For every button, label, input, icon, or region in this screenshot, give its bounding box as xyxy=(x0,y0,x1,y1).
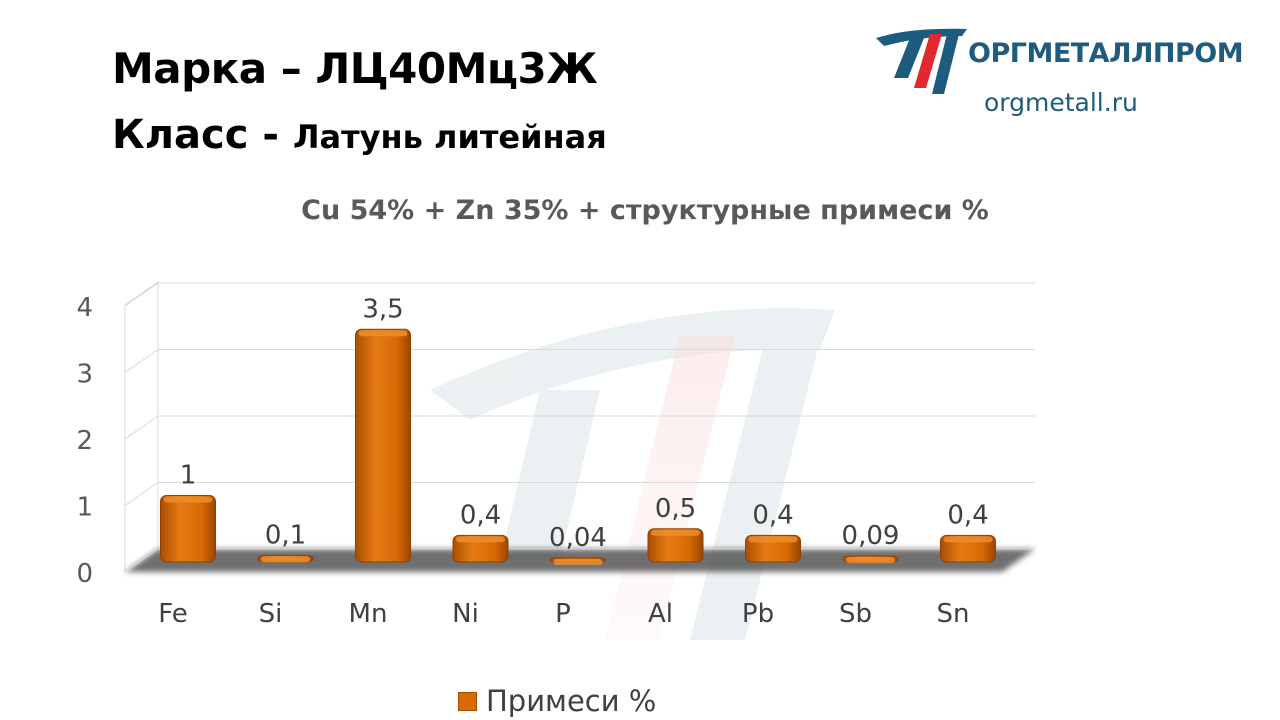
bar-top-ni xyxy=(456,536,505,543)
x-tick-label: Si xyxy=(259,599,283,629)
bar-top-sb xyxy=(846,557,895,564)
data-label-ni: 0,4 xyxy=(460,500,501,530)
x-tick-label: Sb xyxy=(839,599,872,629)
y-tick-label: 2 xyxy=(76,426,93,456)
bar-top-mn xyxy=(358,330,408,337)
bar-top-si xyxy=(261,556,310,563)
bar-chart: 0 1 2 3 4 1 0,1 3,5 0,4 0,04 0,5 0,4 0,09 0,4 Fe Si Mn… xyxy=(76,281,1035,640)
legend-label: Примеси % xyxy=(486,684,657,718)
grade-value: ЛЦ40Мц3Ж xyxy=(315,44,598,93)
gridline-side xyxy=(124,282,159,307)
y-tick-label: 0 xyxy=(76,559,93,589)
grade-line: Марка – ЛЦ40Мц3Ж xyxy=(112,44,598,93)
gridline-side xyxy=(124,349,159,373)
watermark-logo xyxy=(430,308,835,640)
bar-top-fe xyxy=(163,496,213,503)
data-label-pb: 0,4 xyxy=(752,500,793,530)
gridline-side xyxy=(124,482,159,506)
x-tick-label: Mn xyxy=(349,599,388,629)
bar-al xyxy=(647,528,704,563)
bar-mn xyxy=(355,328,411,563)
legend-swatch xyxy=(458,691,477,711)
y-tick-label: 1 xyxy=(76,493,93,523)
data-label-sn: 0,4 xyxy=(947,500,988,530)
x-tick-label: Pb xyxy=(742,599,774,629)
bar-fe xyxy=(160,495,216,563)
logo-site: orgmetall.ru xyxy=(984,88,1138,117)
bar-top-sn xyxy=(943,536,993,543)
chart-title: Cu 54% + Zn 35% + структурные примеси % xyxy=(301,195,989,226)
grade-dash: – xyxy=(280,44,302,93)
orgmetallprom-logo-mark-icon xyxy=(876,28,967,94)
x-tick-label: P xyxy=(555,599,571,629)
bar-top-pb xyxy=(748,536,798,543)
chart-legend: Примеси % xyxy=(458,684,656,718)
gridline-side xyxy=(124,548,159,573)
data-label-si: 0,1 xyxy=(265,520,306,550)
logo-name: ОРГМЕТАЛЛПРОМ xyxy=(968,38,1244,69)
x-tick-label: Sn xyxy=(937,599,970,629)
data-label-fe: 1 xyxy=(180,461,197,491)
x-tick-label: Al xyxy=(648,599,673,629)
data-label-sb: 0,09 xyxy=(842,521,900,551)
brand-logo[interactable]: ОРГМЕТАЛЛПРОМ orgmetall.ru xyxy=(872,16,1252,126)
class-line: Класс - Латунь литейная xyxy=(112,112,607,158)
grade-label: Марка xyxy=(112,44,267,93)
y-tick-label: 4 xyxy=(76,293,93,323)
data-label-al: 0,5 xyxy=(655,494,696,524)
bar-top-p xyxy=(553,559,603,565)
data-label-p: 0,04 xyxy=(549,523,607,553)
x-tick-label: Fe xyxy=(158,599,188,629)
data-label-mn: 3,5 xyxy=(362,294,403,324)
gridline-side xyxy=(124,415,159,440)
y-tick-label: 3 xyxy=(76,360,93,390)
bar-top-al xyxy=(651,529,700,536)
class-value: Латунь литейная xyxy=(292,118,607,156)
x-tick-label: Ni xyxy=(452,599,479,629)
class-label: Класс - xyxy=(112,112,279,158)
